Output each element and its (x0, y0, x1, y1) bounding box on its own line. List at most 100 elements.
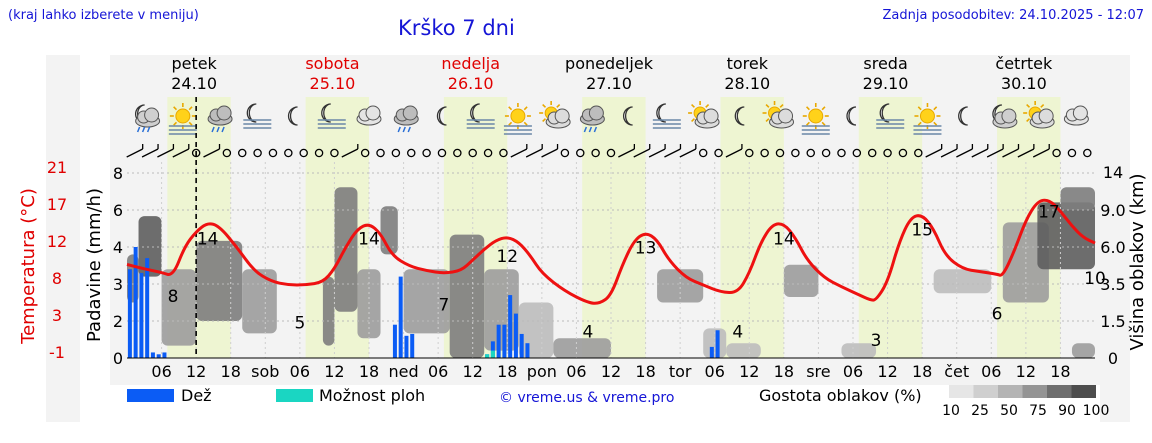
sun-ray (542, 103, 547, 108)
showers-legend-swatch (276, 389, 313, 402)
cloud-height-tick: 6.0 (1100, 238, 1125, 257)
sun-ray (556, 103, 561, 108)
wind-calm-mark (791, 148, 800, 158)
cloud-cell (518, 302, 554, 358)
wind-calm-mark (299, 148, 308, 158)
wind-calm-mark (576, 148, 585, 158)
wind-barb-shaft (141, 148, 159, 158)
day-date: 28.10 (724, 74, 770, 93)
daylight-band (720, 97, 784, 358)
temperature-label: 6 (992, 305, 1003, 325)
cloud-cell (726, 343, 761, 358)
wind-calm-mark (268, 148, 278, 158)
x-tick-label: sre (806, 362, 830, 381)
wind-barb-shaft (1002, 148, 1019, 158)
temperature-axis-panel (46, 55, 80, 422)
cloud-cell (196, 240, 243, 321)
cloud-cell (1060, 187, 1095, 210)
x-tick-label: 18 (1050, 362, 1070, 381)
cloud-shape (144, 107, 160, 123)
temperature-tick: 21 (47, 158, 67, 177)
rain-bar (392, 324, 397, 358)
sun-cloud-icon (688, 101, 720, 129)
wind-calm-mark (314, 148, 324, 158)
wind-calm-mark (591, 148, 600, 158)
temperature-label: 10 (1084, 269, 1106, 289)
cloud-cell (841, 343, 877, 358)
cloud-rain-icon (393, 105, 419, 133)
sun-ray (173, 121, 178, 126)
cloud-cell (1071, 343, 1095, 358)
sun-ray (933, 106, 938, 111)
temperature-tick: -1 (49, 343, 65, 362)
wind-barb-shaft (1032, 148, 1050, 158)
sun-ray (917, 106, 922, 111)
wind-barb-shaft (341, 148, 359, 158)
temperature-axis-label: Temperatura (°C) (18, 188, 39, 345)
cloud-rain-icon (207, 105, 233, 133)
wind-barb (664, 144, 682, 158)
wind-calm-mark (253, 148, 262, 158)
wind-calm-mark (606, 148, 616, 158)
wind-barb-shaft (203, 148, 220, 158)
cloud-shape (588, 105, 604, 121)
moon-shape (287, 106, 298, 126)
wind-calm-mark (360, 148, 370, 158)
cloud-density-level: 10 (942, 403, 960, 419)
rain-bar (145, 258, 150, 358)
day-name: četrtek (995, 54, 1053, 73)
wind-calm-mark (745, 148, 754, 158)
sun-ray (508, 106, 513, 111)
x-tick-label: 06 (566, 362, 586, 381)
wind-barb (141, 144, 159, 158)
x-tick-label: 18 (359, 362, 379, 381)
rain-drop (593, 126, 598, 133)
rain-bar (513, 313, 518, 358)
wind-calm-mark (760, 148, 769, 158)
sun-ray (917, 121, 922, 126)
sun-cloud-icon (1023, 101, 1055, 129)
x-tick-label: 12 (1016, 362, 1036, 381)
credit-link[interactable]: © vreme.us & vreme.pro (499, 390, 674, 406)
temperature-label: 8 (168, 287, 179, 307)
temperature-label: 4 (583, 322, 594, 342)
sun-icon (503, 103, 532, 135)
x-tick-label: 06 (290, 362, 310, 381)
moon-shape (321, 103, 331, 123)
sun-ray (765, 103, 770, 108)
rain-legend-swatch (127, 389, 174, 402)
wind-barb (648, 144, 666, 158)
wind-barb (541, 144, 559, 158)
cloud-density-legend-title: Gostota oblakov (%) (759, 386, 922, 405)
wind-calm-mark (453, 148, 462, 158)
x-tick-label: 06 (151, 362, 171, 381)
last-updated: Zadnja posodobitev: 24.10.2025 - 12:07 (882, 8, 1144, 23)
sun-ray (1026, 103, 1031, 108)
sun-icon (801, 103, 830, 135)
sun-ray (523, 121, 528, 126)
x-tick-label: 06 (981, 362, 1001, 381)
temperature-tick: 12 (47, 232, 67, 251)
rain-bar (404, 335, 409, 358)
rain-bar (398, 276, 403, 358)
x-tick-label: ned (389, 362, 419, 381)
cloud-height-axis-panel (1100, 55, 1130, 422)
x-tick-label: 18 (912, 362, 932, 381)
sun-icon (913, 103, 942, 135)
wind-barb-shaft (172, 148, 190, 158)
wind-calm-mark (407, 148, 416, 158)
night-rain-icon (134, 104, 161, 133)
cloud-height-axis-label: Višina oblakov (km) (1127, 173, 1148, 350)
moon-shape (470, 103, 480, 123)
wind-barb-shaft (126, 148, 143, 158)
cloud-shape (1001, 108, 1017, 124)
wind-barb-shaft (971, 148, 989, 158)
wind-calm-mark (391, 148, 401, 158)
wind-calm-mark (483, 148, 493, 158)
temperature-line (126, 198, 1096, 305)
cloud-height-tick: 3.5 (1100, 275, 1125, 294)
wind-barb-shaft (940, 148, 958, 158)
moon-shape (846, 106, 857, 126)
wind-barb-shaft (1017, 148, 1035, 158)
wind-calm-mark (1052, 148, 1061, 158)
